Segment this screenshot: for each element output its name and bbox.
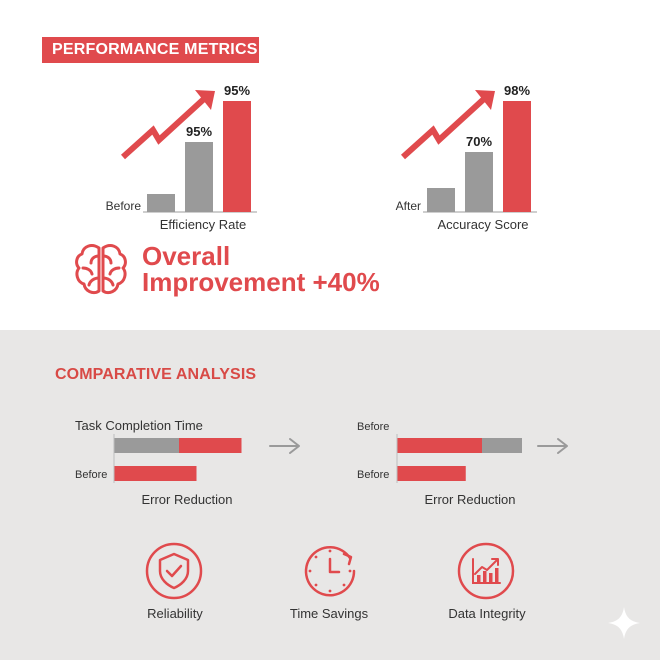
overall-improvement: Overall Improvement +40% [142, 243, 380, 295]
sparkle-icon [608, 607, 640, 639]
x-axis-label: Accuracy Score [437, 217, 528, 232]
overall-line-1: Overall [142, 241, 231, 271]
x-axis-label: Error Reduction [141, 492, 232, 507]
section-title: COMPARATIVE ANALYSIS [55, 366, 257, 383]
arrow-right-icon [537, 438, 568, 454]
data-label: 70% [466, 134, 492, 149]
bar-label: Before [357, 469, 389, 481]
efficiency-bar-chart: 95% 95% Before Efficiency Rate [106, 83, 257, 232]
bar [185, 142, 213, 212]
icon-label-time-savings: Time Savings [289, 606, 369, 621]
trend-arrow-line [120, 95, 208, 160]
x-axis-label: Error Reduction [424, 492, 515, 507]
bar-segment [114, 466, 197, 481]
side-label: Before [106, 199, 142, 213]
bar-label: Before [357, 421, 389, 433]
task-completion-bar-chart: Task Completion Time Before Error Reductio… [75, 418, 300, 507]
brain-icon [75, 244, 127, 295]
bar [427, 188, 455, 212]
bar [503, 101, 531, 212]
clock-icon [304, 546, 356, 597]
overall-line-2: Improvement +40% [142, 267, 380, 297]
bar-segment [397, 466, 466, 481]
accuracy-bar-chart: 70% 98% After Accuracy Score [396, 83, 537, 232]
bar-segment [179, 438, 242, 453]
bar-label: Before [75, 469, 107, 481]
error-reduction-bar-chart: Before Before Error Reduction [357, 421, 568, 507]
bar [147, 194, 175, 212]
side-label: After [396, 199, 421, 213]
bar-segment [482, 438, 522, 453]
shield-check-icon [145, 542, 203, 600]
bar-label: Task Completion Time [75, 418, 203, 433]
bar-segment [397, 438, 482, 453]
bar [223, 101, 251, 212]
bar [465, 152, 493, 212]
x-axis-label: Efficiency Rate [160, 217, 246, 232]
icon-label-data-integrity: Data Integrity [448, 606, 526, 621]
page-title: PERFORMANCE METRICS [42, 37, 259, 63]
trend-arrow-head [475, 90, 495, 110]
data-label: 95% [224, 83, 250, 98]
trend-arrow-line [400, 95, 488, 160]
arrow-right-icon [269, 438, 300, 454]
comparative-panel [0, 330, 660, 660]
icon-label-reliability: Reliability [147, 606, 203, 621]
bar-segment [114, 438, 179, 453]
data-label: 95% [186, 124, 212, 139]
growth-chart-icon [457, 542, 515, 600]
trend-arrow-head [195, 90, 215, 110]
data-label: 98% [504, 83, 530, 98]
